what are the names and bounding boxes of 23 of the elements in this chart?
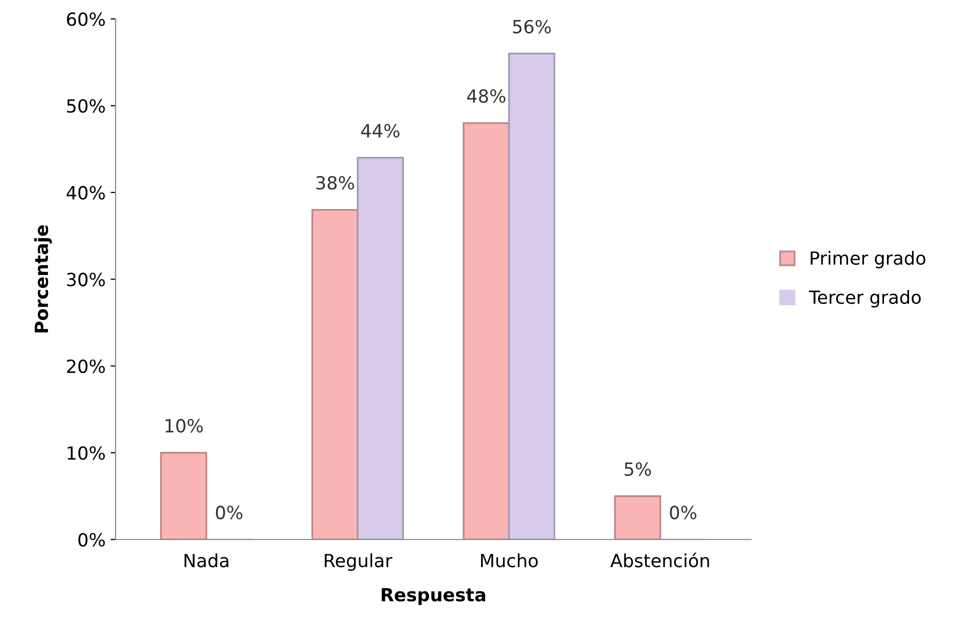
y-tick-label: 50% — [67, 99, 105, 113]
y-tick-label: 0% — [78, 532, 105, 547]
y-tick-label: 60% — [66, 12, 105, 26]
x-tick-label: Abstención — [610, 552, 709, 568]
x-tick-label: Regular — [324, 553, 392, 571]
data-label: 56% — [513, 20, 551, 34]
legend-label: Tercer grado — [808, 290, 921, 308]
y-axis-title: Porcentaje — [34, 225, 52, 332]
x-tick-label: Nada — [184, 553, 228, 568]
data-label: 44% — [361, 124, 400, 138]
data-label: 48% — [467, 89, 506, 103]
x-tick-label: Mucho — [481, 553, 538, 568]
data-label: 0% — [216, 506, 242, 520]
y-tick-label: 40% — [66, 186, 105, 200]
data-label: 0% — [670, 506, 696, 520]
legend-label: Primer grado — [810, 250, 926, 268]
x-axis-title: Respuesta — [382, 588, 486, 606]
y-tick-label: 20% — [67, 359, 105, 374]
y-tick-label: 30% — [67, 272, 105, 286]
y-tick-label: 10% — [68, 446, 105, 460]
data-label: 38% — [316, 176, 354, 190]
data-label: 5% — [624, 462, 651, 476]
data-label: 10% — [166, 418, 203, 433]
